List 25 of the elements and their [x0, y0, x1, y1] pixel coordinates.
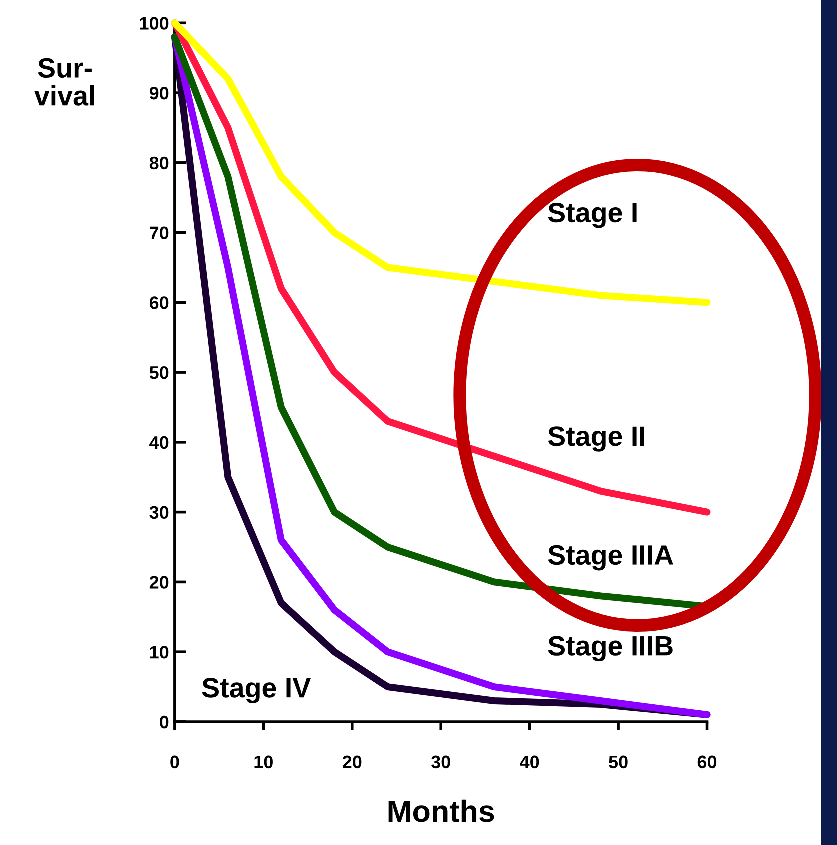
y-axis-title: Sur- vival: [34, 58, 94, 106]
y-tick-label: 20: [150, 576, 169, 589]
y-tick-label: 0: [160, 716, 169, 729]
text: Stage I: [548, 202, 637, 228]
y-tick-label: 80: [150, 156, 169, 170]
x-tick-label: 20: [342, 756, 362, 769]
y-tick-label: 70: [150, 226, 169, 240]
x-tick-label: 10: [254, 756, 273, 769]
x-tick-label: 0: [170, 756, 180, 769]
x-axis-title: Months: [388, 800, 494, 822]
y-tick-label: 100: [140, 17, 169, 30]
x-tick-label: 40: [520, 756, 540, 769]
y-tick-label: 40: [150, 436, 169, 450]
series-label: Stage II: [548, 426, 645, 452]
y-tick-label: 10: [150, 646, 169, 659]
series-label: Stage IIIA: [548, 545, 674, 571]
x-tick-label: 60: [698, 756, 717, 769]
series-label: Stage IIIB: [548, 636, 673, 662]
y-tick-label: 50: [150, 366, 169, 380]
y-tick-label: 90: [150, 86, 169, 100]
x-tick-label: 50: [609, 756, 628, 769]
series-label: Stage IV: [202, 678, 311, 704]
y-tick-label: 30: [150, 506, 169, 520]
y-tick-label: 60: [150, 296, 169, 310]
x-tick-label: 30: [431, 756, 450, 769]
